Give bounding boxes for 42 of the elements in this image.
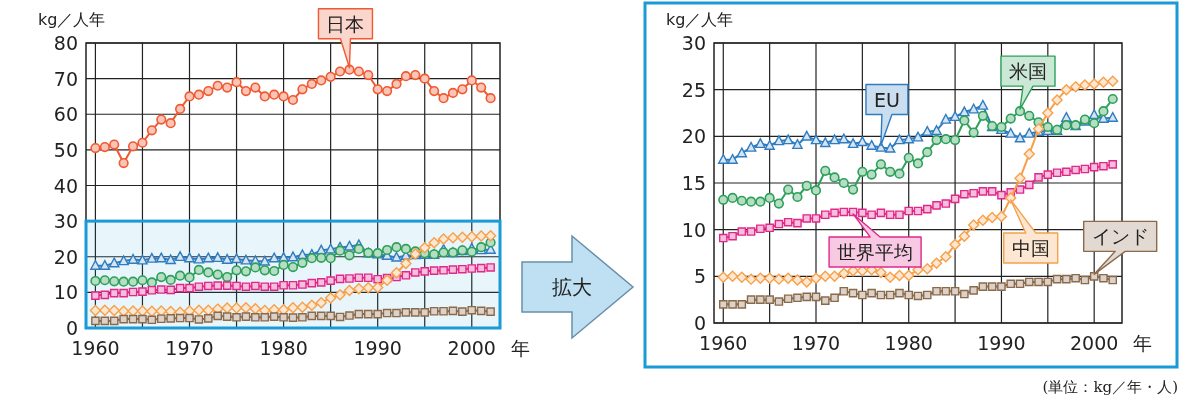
ytick: 5 (693, 265, 706, 288)
series-label: EU (873, 88, 900, 111)
series-label: 中国 (1003, 199, 1059, 264)
series-label: インド (1083, 220, 1158, 276)
ytick: 70 (53, 67, 78, 90)
ytick: 10 (53, 281, 78, 304)
xtick: 1990 (353, 337, 402, 359)
ytick: 0 (693, 312, 706, 334)
xtick: 1980 (884, 332, 933, 354)
xtick: 1980 (259, 337, 308, 359)
series-label: 中国 (1011, 236, 1050, 259)
annotation: 拡大 (552, 275, 592, 299)
xlabel: 年 (510, 337, 530, 359)
ytick: 50 (53, 138, 78, 161)
xtick: 1990 (977, 332, 1026, 354)
ytick: 30 (681, 32, 706, 54)
ytick: 40 (53, 174, 78, 197)
ytick: 30 (53, 210, 78, 233)
series-label: 米国 (1009, 60, 1047, 83)
xtick: 1970 (791, 332, 841, 354)
ytick: 80 (53, 32, 78, 54)
series-label: 世界平均 (837, 240, 914, 263)
annotation: (単位：kg／年・人) (1042, 378, 1178, 396)
series-label: 日本 (326, 12, 365, 35)
xlabel: 年 (1132, 332, 1152, 354)
ytick: 0 (65, 317, 78, 339)
ytick: 20 (53, 245, 78, 268)
series-label: EU (865, 83, 909, 147)
ytick: 60 (53, 103, 78, 126)
ytick: 10 (681, 218, 706, 241)
series-label: 日本 (317, 8, 374, 69)
ylabel: kg／人年 (666, 10, 734, 29)
ytick: 20 (681, 125, 706, 148)
xtick: 2000 (447, 337, 496, 359)
series-label: インド (1091, 225, 1149, 248)
ylabel: kg／人年 (38, 10, 106, 29)
xtick: 1960 (699, 332, 748, 354)
xtick: 1970 (165, 337, 214, 359)
xtick: 1960 (71, 337, 120, 359)
ytick: 25 (681, 78, 706, 101)
ytick: 15 (681, 172, 706, 194)
xtick: 2000 (1070, 332, 1119, 354)
